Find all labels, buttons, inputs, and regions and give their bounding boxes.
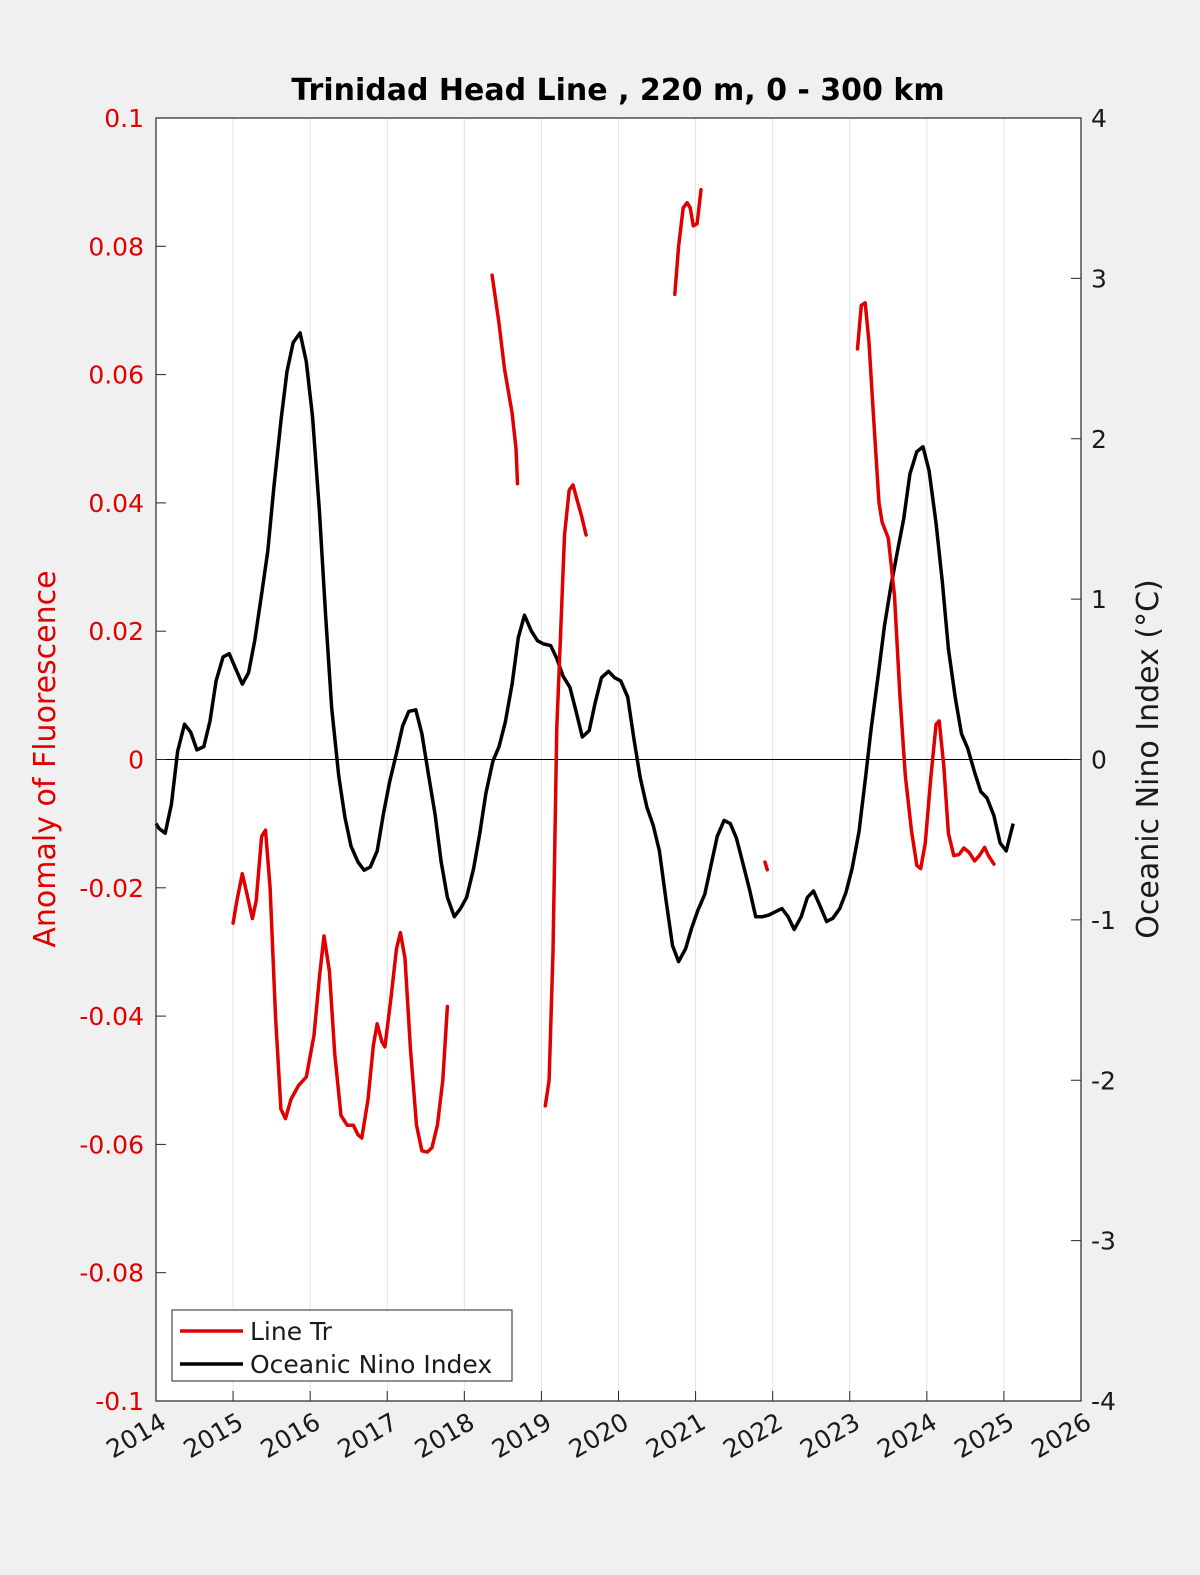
line-tr-segment	[673, 188, 703, 297]
right-y-tick-label: -4	[1091, 1387, 1116, 1416]
left-y-tick-label: 0	[128, 746, 144, 775]
line-tr-segment	[231, 828, 450, 1154]
left-y-axis-label: Anomaly of Fluorescence	[28, 570, 63, 947]
line-tr-series	[231, 188, 996, 1154]
left-y-tick-label: 0.1	[104, 104, 144, 133]
left-y-tick-label: -0.08	[79, 1259, 144, 1288]
line-tr-segment	[490, 273, 520, 486]
right-y-tick-label: 3	[1091, 264, 1107, 293]
right-y-axis: -4 -3 -2 -1 0 1 2 3 4	[1071, 104, 1116, 1416]
legend-line-tr-label: Line Tr	[250, 1317, 333, 1346]
right-y-tick-label: 2	[1091, 425, 1107, 454]
right-y-tick-label: 1	[1091, 585, 1107, 614]
right-y-tick-label: -2	[1091, 1066, 1116, 1095]
right-y-tick-label: -1	[1091, 906, 1116, 935]
legend-oni-label: Oceanic Nino Index	[250, 1350, 492, 1379]
line-tr-segment	[543, 483, 588, 1108]
line-tr-segment	[763, 860, 770, 872]
legend: Line Tr Oceanic Nino Index	[171, 1309, 513, 1382]
line-tr-segment	[855, 301, 996, 871]
legend-box	[171, 1309, 513, 1382]
left-y-tick-label: -0.04	[79, 1002, 144, 1031]
left-y-tick-label: -0.02	[79, 874, 144, 903]
right-y-tick-label: 4	[1091, 104, 1107, 133]
left-y-tick-label: 0.02	[88, 617, 144, 646]
right-y-tick-label: 0	[1091, 746, 1107, 775]
right-y-tick-label: -3	[1091, 1227, 1116, 1256]
chart-title: Trinidad Head Line , 220 m, 0 - 300 km	[291, 73, 944, 108]
oni-series	[154, 331, 1015, 964]
left-y-tick-label: -0.06	[79, 1130, 144, 1159]
left-y-tick-label: 0.06	[88, 361, 144, 390]
left-y-tick-label: -0.1	[95, 1387, 144, 1416]
right-y-axis-label: Oceanic Nino Index (°C)	[1131, 579, 1166, 939]
left-y-tick-label: 0.04	[88, 489, 144, 518]
left-y-axis: -0.1 -0.08 -0.06 -0.04 -0.02 0 0.02 0.04 0.06 0.0…	[79, 104, 166, 1416]
oni-line	[154, 331, 1015, 964]
left-y-tick-label: 0.08	[88, 232, 144, 261]
